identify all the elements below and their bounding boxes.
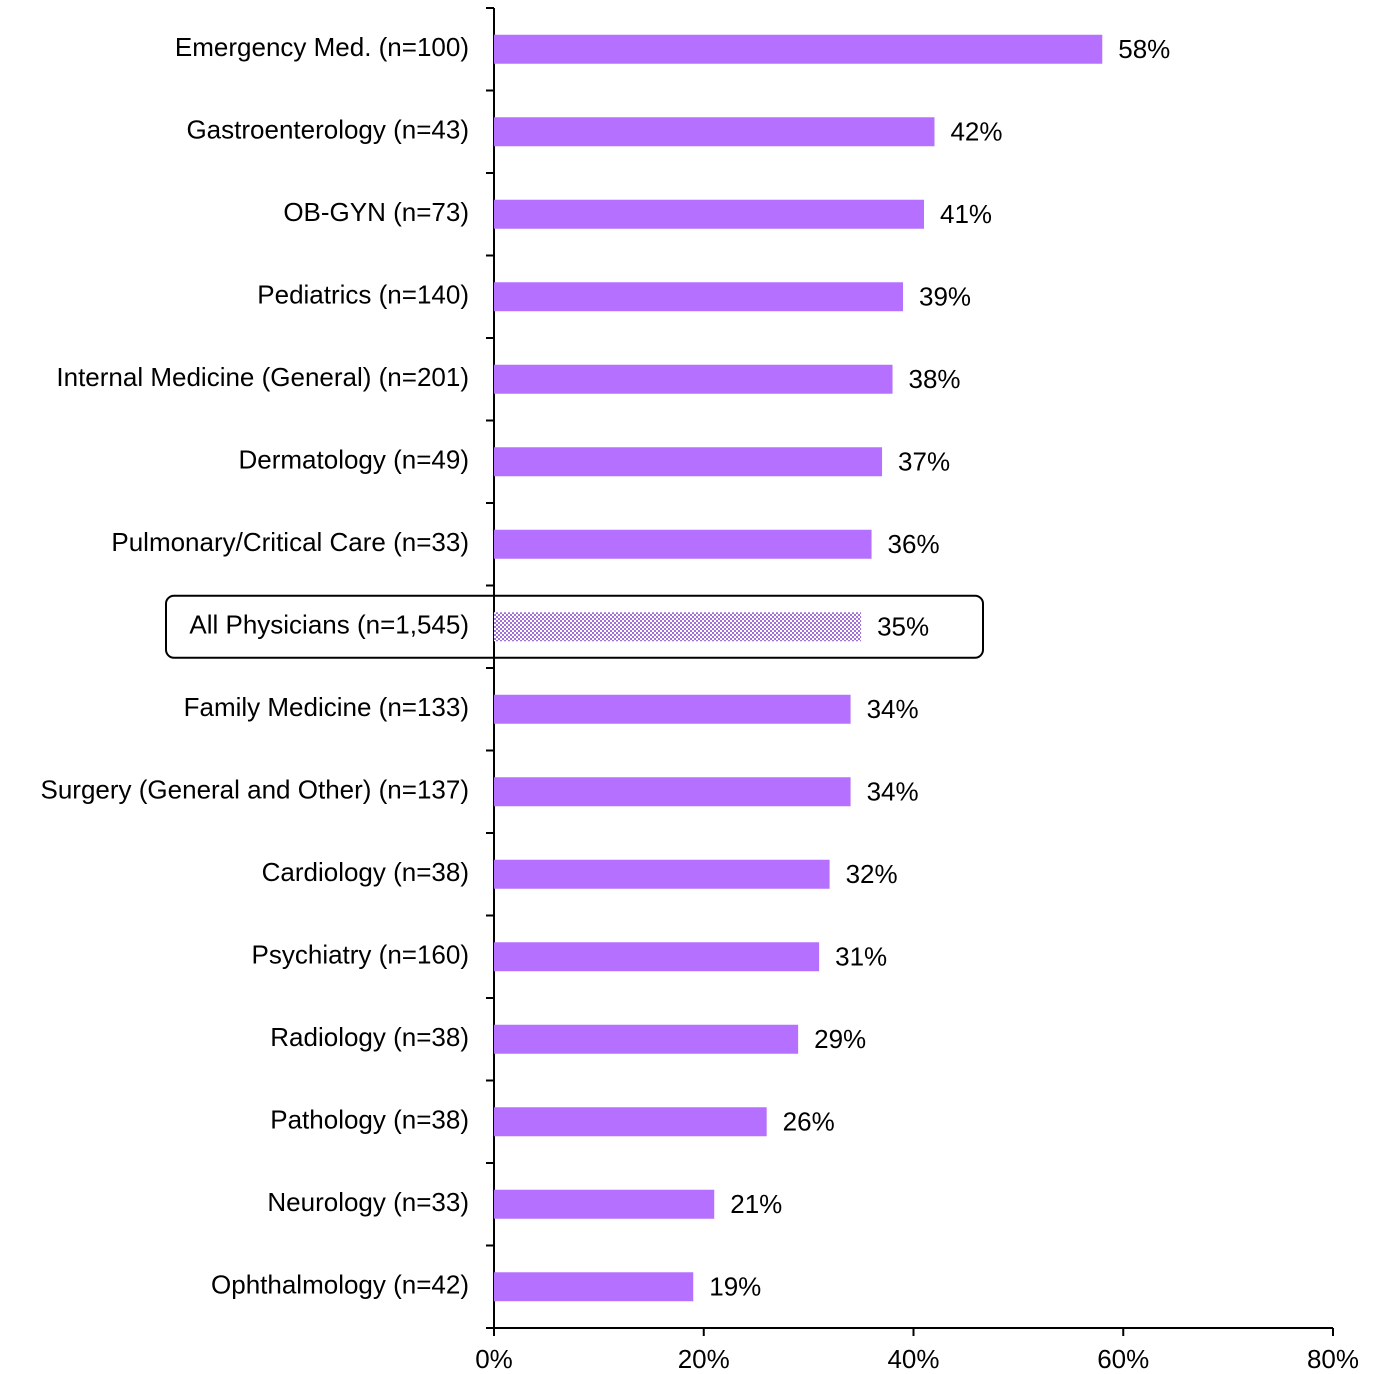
x-tick-label: 0% [475, 1344, 513, 1374]
y-tick-label: Neurology (n=33) [267, 1187, 469, 1217]
data-label: 31% [835, 942, 887, 972]
x-tick-label: 20% [678, 1344, 730, 1374]
data-label: 34% [867, 777, 919, 807]
y-tick-label: Pulmonary/Critical Care (n=33) [111, 527, 469, 557]
bar [494, 199, 924, 229]
y-tick-label: OB-GYN (n=73) [283, 197, 469, 227]
data-label: 29% [814, 1024, 866, 1054]
bar [494, 364, 893, 394]
y-tick-label: Dermatology (n=49) [239, 445, 470, 475]
y-tick-label: Internal Medicine (General) (n=201) [56, 362, 469, 392]
data-label: 38% [909, 364, 961, 394]
bar [494, 1189, 715, 1219]
y-tick-label: Pediatrics (n=140) [257, 280, 469, 310]
data-label: 35% [877, 612, 929, 642]
y-tick-label: Psychiatry (n=160) [252, 940, 469, 970]
y-tick-label: Ophthalmology (n=42) [211, 1270, 469, 1300]
data-label: 36% [888, 529, 940, 559]
data-label: 26% [783, 1107, 835, 1137]
data-label: 32% [846, 859, 898, 889]
data-label: 41% [940, 199, 992, 229]
bar [494, 447, 883, 477]
data-label: 21% [730, 1189, 782, 1219]
data-label: 58% [1118, 34, 1170, 64]
bar [494, 1272, 694, 1302]
data-label: 39% [919, 282, 971, 312]
y-tick-label: Emergency Med. (n=100) [175, 32, 469, 62]
bar [494, 1107, 767, 1137]
x-tick-label: 60% [1097, 1344, 1149, 1374]
bar [494, 777, 851, 807]
bar [494, 859, 830, 889]
y-tick-label: Pathology (n=38) [270, 1105, 469, 1135]
y-tick-label: Cardiology (n=38) [262, 857, 469, 887]
x-tick-label: 80% [1307, 1344, 1359, 1374]
y-tick-label: All Physicians (n=1,545) [189, 610, 469, 640]
y-tick-label: Surgery (General and Other) (n=137) [41, 775, 470, 805]
data-label: 37% [898, 447, 950, 477]
highlight-box [165, 594, 984, 659]
data-label: 19% [709, 1272, 761, 1302]
bar [494, 1024, 799, 1054]
x-tick-label: 40% [887, 1344, 939, 1374]
bar [494, 612, 862, 642]
bar [494, 282, 904, 312]
y-tick-label: Gastroenterology (n=43) [186, 115, 469, 145]
y-tick-label: Radiology (n=38) [270, 1022, 469, 1052]
data-label: 34% [867, 694, 919, 724]
bar [494, 117, 935, 147]
bar [494, 942, 820, 972]
bar [494, 34, 1103, 64]
data-label: 42% [950, 117, 1002, 147]
bar [494, 529, 872, 559]
y-tick-label: Family Medicine (n=133) [184, 692, 469, 722]
bar [494, 694, 851, 724]
